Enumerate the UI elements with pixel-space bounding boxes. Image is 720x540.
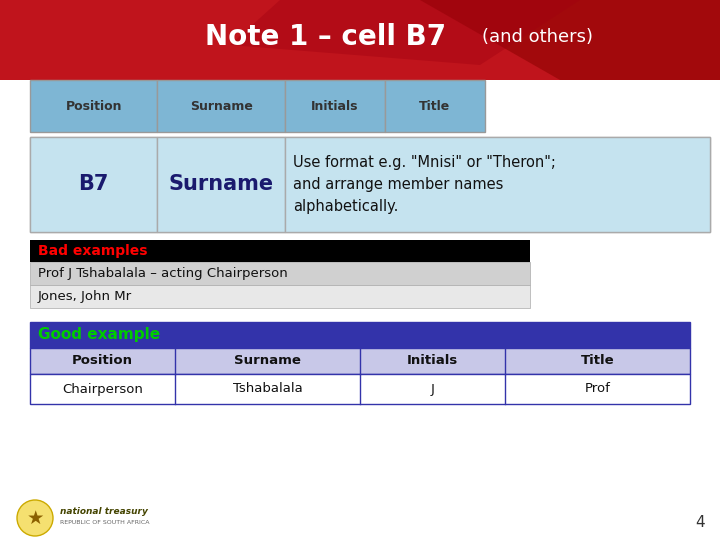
Circle shape bbox=[17, 500, 53, 536]
Text: (and others): (and others) bbox=[482, 28, 593, 46]
Text: Prof: Prof bbox=[585, 382, 611, 395]
Text: J: J bbox=[431, 382, 435, 395]
Text: Surname: Surname bbox=[168, 174, 274, 194]
Text: Good example: Good example bbox=[38, 327, 160, 342]
Text: Title: Title bbox=[419, 99, 451, 112]
Polygon shape bbox=[420, 0, 720, 80]
FancyBboxPatch shape bbox=[30, 80, 158, 132]
FancyBboxPatch shape bbox=[30, 137, 158, 232]
FancyBboxPatch shape bbox=[30, 322, 690, 348]
Text: Position: Position bbox=[66, 99, 122, 112]
Text: B7: B7 bbox=[78, 174, 109, 194]
Text: REPUBLIC OF SOUTH AFRICA: REPUBLIC OF SOUTH AFRICA bbox=[60, 519, 150, 524]
FancyBboxPatch shape bbox=[0, 0, 720, 80]
Text: Initials: Initials bbox=[407, 354, 458, 368]
FancyBboxPatch shape bbox=[30, 137, 710, 232]
FancyBboxPatch shape bbox=[285, 137, 710, 232]
FancyBboxPatch shape bbox=[158, 137, 285, 232]
FancyBboxPatch shape bbox=[158, 80, 285, 132]
FancyBboxPatch shape bbox=[30, 240, 530, 262]
FancyBboxPatch shape bbox=[30, 262, 530, 285]
Text: Position: Position bbox=[72, 354, 133, 368]
FancyBboxPatch shape bbox=[285, 80, 385, 132]
Text: Initials: Initials bbox=[311, 99, 359, 112]
Text: Surname: Surname bbox=[234, 354, 301, 368]
Text: national treasury: national treasury bbox=[60, 508, 148, 516]
Text: ★: ★ bbox=[26, 509, 44, 528]
Text: Surname: Surname bbox=[189, 99, 253, 112]
Polygon shape bbox=[230, 0, 580, 65]
Text: Jones, John Mr: Jones, John Mr bbox=[38, 290, 132, 303]
FancyBboxPatch shape bbox=[30, 285, 530, 308]
Text: Title: Title bbox=[581, 354, 614, 368]
Text: Note 1 – cell B7: Note 1 – cell B7 bbox=[205, 23, 446, 51]
Text: 4: 4 bbox=[696, 515, 705, 530]
Text: Chairperson: Chairperson bbox=[62, 382, 143, 395]
Text: Use format e.g. "Mnisi" or "Theron";
and arrange member names
alphabetically.: Use format e.g. "Mnisi" or "Theron"; and… bbox=[293, 155, 556, 214]
FancyBboxPatch shape bbox=[30, 374, 690, 404]
FancyBboxPatch shape bbox=[385, 80, 485, 132]
FancyBboxPatch shape bbox=[30, 348, 690, 374]
Text: Prof J Tshabalala – acting Chairperson: Prof J Tshabalala – acting Chairperson bbox=[38, 267, 288, 280]
Text: Tshabalala: Tshabalala bbox=[233, 382, 302, 395]
Text: Bad examples: Bad examples bbox=[38, 244, 148, 258]
